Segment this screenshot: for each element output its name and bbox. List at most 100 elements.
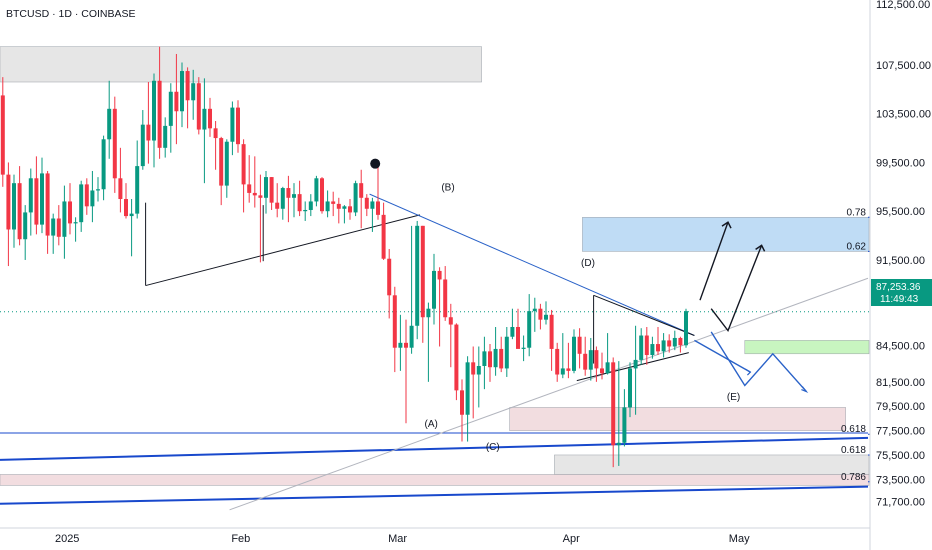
candle-body: [538, 308, 543, 320]
candle: [348, 199, 352, 220]
candle-body: [275, 202, 280, 209]
candle-body: [68, 201, 72, 224]
candle-body: [516, 326, 520, 349]
x-axis-ticks[interactable]: 2025 Feb Mar Apr May: [55, 533, 750, 545]
candle-body: [73, 222, 78, 224]
candle: [460, 379, 464, 442]
candle: [118, 147, 123, 213]
candle-body: [409, 325, 414, 348]
fib-level-label: 0.786: [841, 472, 866, 483]
x-tick-label: Feb: [231, 533, 250, 545]
candle: [180, 62, 184, 128]
candle: [454, 323, 459, 401]
candle-body: [258, 195, 263, 198]
y-tick-label: 107,500.00: [876, 60, 931, 72]
candle: [521, 335, 526, 362]
symbol-label[interactable]: BTCUSD · 1D · COINBASE: [6, 8, 136, 20]
candle-body: [342, 206, 347, 209]
candle-body: [605, 362, 610, 374]
candle-body: [185, 71, 190, 101]
candle-body: [560, 368, 565, 375]
candle-body: [325, 201, 330, 212]
candle-body: [622, 407, 627, 443]
candle-body: [488, 351, 492, 368]
candle: [420, 225, 425, 343]
candle: [6, 162, 11, 267]
candle: [152, 73, 156, 168]
candle-body: [404, 342, 408, 348]
candle: [275, 183, 280, 218]
candle-body: [320, 178, 324, 212]
candle: [101, 135, 106, 201]
candle: [353, 180, 358, 217]
candle-body: [90, 190, 95, 207]
candle-body: [616, 442, 621, 446]
candle-body: [364, 197, 369, 209]
x-tick-label: 2025: [55, 533, 79, 545]
candle: [264, 170, 268, 214]
bull-arrow-main: [699, 221, 729, 301]
blue-target-zone: [582, 217, 870, 252]
candle-body: [303, 209, 308, 212]
candle: [34, 156, 39, 235]
candle-body: [510, 326, 515, 337]
candle: [191, 69, 196, 120]
candle-body: [247, 184, 252, 193]
candle: [269, 177, 274, 210]
candle-body: [292, 194, 296, 198]
candle: [359, 169, 364, 229]
candle-body: [448, 317, 453, 325]
candle-body: [23, 212, 28, 240]
candle-body: [6, 174, 11, 230]
candle-body: [62, 201, 67, 237]
candle-body: [460, 390, 464, 415]
candle: [392, 286, 397, 373]
candle: [135, 140, 140, 219]
candle: [549, 309, 554, 371]
zones-layer: [0, 46, 870, 486]
candle-body: [443, 279, 448, 318]
candle: [370, 197, 375, 232]
candle-body: [112, 108, 117, 179]
candle-body: [331, 201, 336, 204]
candle: [409, 225, 414, 354]
candle: [258, 174, 263, 263]
candle-body: [493, 348, 498, 368]
candle: [342, 205, 347, 224]
candle: [336, 197, 341, 224]
y-tick-label: 71,700.00: [876, 496, 925, 508]
candle: [493, 326, 498, 376]
candle: [163, 117, 168, 158]
wedge-lower-line: [576, 352, 689, 382]
candles-layer[interactable]: [0, 46, 688, 468]
bear-alt-arrow-head: [801, 386, 809, 393]
candle: [432, 253, 436, 325]
candle: [320, 177, 324, 214]
candle: [605, 333, 610, 375]
candle: [12, 174, 16, 248]
candle: [23, 205, 28, 260]
candle-body: [555, 348, 560, 375]
candle: [107, 80, 112, 159]
candle: [628, 362, 632, 418]
candle-body: [84, 184, 89, 207]
price-axis[interactable]: [870, 0, 932, 550]
candle: [79, 180, 84, 232]
candle-body: [107, 108, 112, 140]
x-tick-label: Apr: [563, 533, 580, 545]
candle: [448, 303, 453, 368]
alert-marker-icon: [370, 158, 381, 169]
bull-alt-arrow-head: [755, 244, 766, 252]
candle-body: [667, 340, 672, 347]
candle-body: [370, 201, 375, 209]
fib-level-label: 0.62: [847, 241, 867, 252]
candle-body: [297, 194, 302, 212]
candle-body: [656, 344, 660, 352]
candle-body: [308, 201, 313, 210]
candle: [387, 248, 392, 319]
candle: [684, 308, 688, 348]
candle-body: [241, 144, 246, 185]
candle: [426, 302, 431, 382]
candle: [213, 121, 218, 170]
